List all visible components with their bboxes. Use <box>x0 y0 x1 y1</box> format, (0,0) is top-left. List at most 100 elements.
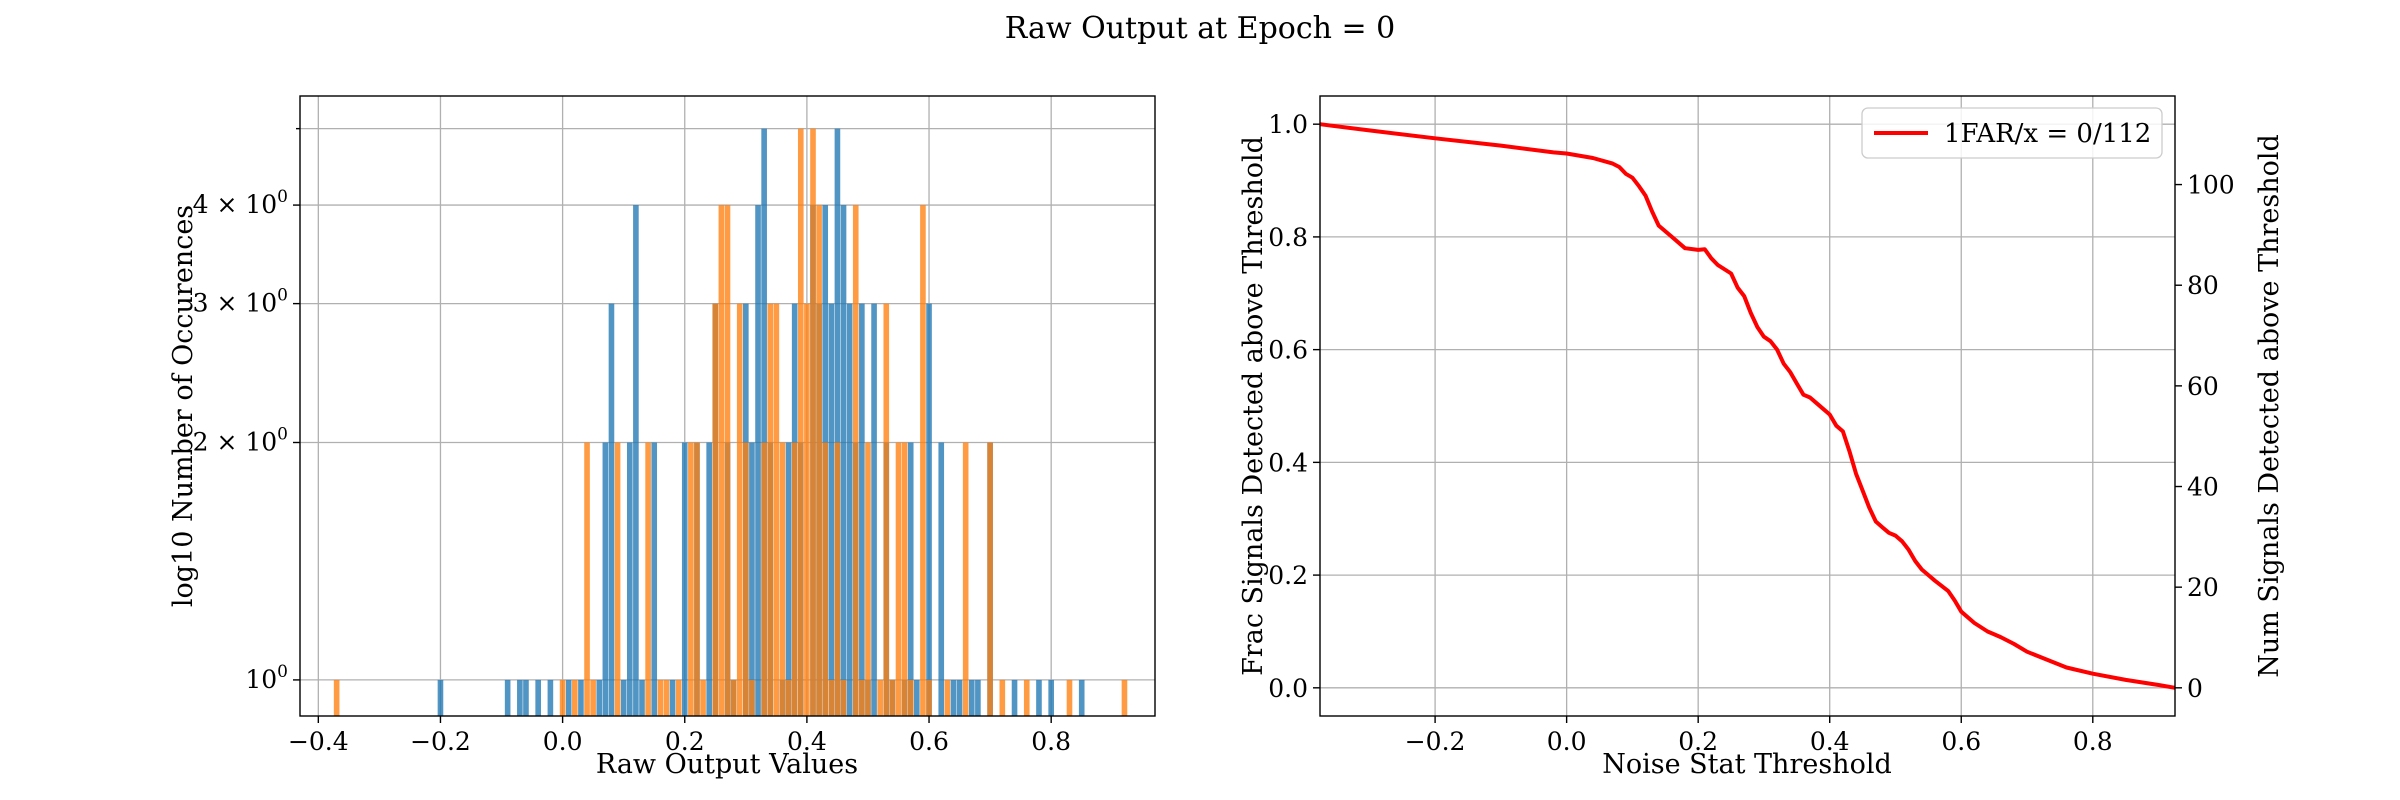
histogram-bar-blue <box>523 679 529 716</box>
histogram-bar-blue <box>535 679 541 716</box>
histogram-bar-orange <box>828 679 835 716</box>
detection-x-tick-label: 0.0 <box>1547 727 1587 756</box>
detection-y-tick-label: 0.2 <box>1268 561 1308 590</box>
detection-frame <box>1319 95 2176 717</box>
detection-x-tick-label: 0.4 <box>1810 727 1850 756</box>
histogram-bar-orange <box>694 442 700 716</box>
histogram-x-label: Raw Output Values <box>596 749 858 780</box>
detection-x-label: Noise Stat Threshold <box>1602 749 1892 780</box>
histogram-bar-blue <box>517 679 523 716</box>
detection-y2-tick-label: 20 <box>2187 573 2219 602</box>
histogram-bar-blue <box>938 442 945 716</box>
histogram-bar-blue <box>828 303 835 716</box>
histogram-bar-orange <box>724 205 731 716</box>
histogram-bar-blue <box>626 442 633 716</box>
histogram-bar-orange <box>895 442 902 716</box>
histogram-bar-blue <box>633 205 639 716</box>
histogram-bar-orange <box>883 303 890 716</box>
histogram-axes: −0.4 −0.2 0.0 0.2 0.4 0.6 0.8 100 2 × 100 3 × 10… <box>168 95 1156 780</box>
histogram-bar-blue <box>578 679 584 716</box>
histogram-bar-blue <box>681 442 688 716</box>
detection-y-tick-label: 0.8 <box>1268 223 1308 252</box>
histogram-bar-blue <box>547 679 554 716</box>
histogram-y-tick-label: 2 × 100 <box>193 424 288 456</box>
histogram-bar-blue <box>907 442 914 716</box>
histogram-bar-orange <box>926 679 932 716</box>
histogram-bar-blue <box>602 442 609 716</box>
histogram-frame <box>299 95 1156 717</box>
histogram-bar-blue <box>1078 679 1085 716</box>
histogram-bar-orange <box>962 442 969 716</box>
detection-y-tick-label: 0.6 <box>1268 336 1308 365</box>
histogram-bar-orange <box>614 442 621 716</box>
detection-y2-tick-label: 0 <box>2187 674 2203 703</box>
histogram-bar-orange <box>749 679 755 716</box>
histogram-bar-orange <box>852 205 859 716</box>
histogram-bar-orange <box>743 442 749 716</box>
detection-line <box>1319 122 2176 690</box>
detection-y-label-left: Frac Signals Detected above Threshold <box>1238 136 1269 676</box>
histogram-bar-blue <box>706 442 712 716</box>
histogram-bar-orange <box>859 679 865 716</box>
histogram-bar-blue <box>669 679 676 716</box>
histogram-bar-orange <box>700 679 706 716</box>
histogram-bar-orange <box>584 442 590 716</box>
histogram-bar-blue <box>651 442 658 716</box>
histogram-bar-orange <box>834 442 841 716</box>
histogram-bar-blue <box>1011 679 1018 716</box>
histogram-bars <box>333 128 1128 716</box>
detection-x-ticks: −0.2 0.0 0.2 0.4 0.6 0.8 <box>1405 716 2113 756</box>
histogram-bar-orange <box>761 442 767 716</box>
histogram-bar-orange <box>645 442 651 716</box>
histogram-bar-orange <box>572 679 578 716</box>
histogram-bar-blue <box>968 679 975 716</box>
histogram-bar-orange <box>920 205 926 716</box>
histogram-bar-orange <box>804 303 810 716</box>
histogram-bar-orange <box>840 679 847 716</box>
histogram-bar-blue <box>437 679 444 716</box>
histogram-bar-orange <box>736 303 743 716</box>
histogram-bar-orange <box>944 679 951 716</box>
histogram-bar-blue <box>950 679 957 716</box>
detection-x-tick-label: 0.6 <box>1941 727 1981 756</box>
histogram-bar-orange <box>816 205 822 716</box>
histogram-x-tick-label: 0.8 <box>1031 727 1071 756</box>
legend-label: 1FAR/x = 0/112 <box>1944 119 2151 149</box>
histogram-y-tick-label: 3 × 100 <box>193 286 288 318</box>
detection-y-tick-label: 0.4 <box>1268 448 1308 477</box>
histogram-bar-orange <box>675 679 682 716</box>
histogram-bar-orange <box>987 442 993 716</box>
histogram-x-tick-label: 0.0 <box>543 727 583 756</box>
detection-y2-tick-label: 100 <box>2187 171 2235 200</box>
histogram-bar-orange <box>889 679 896 716</box>
histogram-x-tick-label: 0.6 <box>909 727 949 756</box>
histogram-bar-blue <box>871 303 877 716</box>
detection-grid <box>1320 96 2175 716</box>
histogram-bar-orange <box>810 128 816 716</box>
histogram-bar-orange <box>730 679 737 716</box>
histogram-bar-blue <box>846 303 853 716</box>
detection-y-tick-label: 1.0 <box>1268 110 1308 139</box>
detection-y-label-right: Num Signals Detected above Threshold <box>2254 134 2285 678</box>
histogram-bar-orange <box>657 679 664 716</box>
detection-axes: −0.2 0.0 0.2 0.4 0.6 0.8 0.0 0.2 0.4 0.6 0.8 1.0 0… <box>1238 95 2285 780</box>
histogram-bar-orange <box>773 303 780 716</box>
histogram-bar-orange <box>791 442 798 716</box>
histogram-bar-blue <box>956 679 963 716</box>
detection-x-tick-label: −0.2 <box>1405 727 1466 756</box>
histogram-bar-orange <box>877 679 883 716</box>
histogram-bar-blue <box>749 442 755 716</box>
histogram-bar-blue <box>1036 679 1042 716</box>
histogram-bar-blue <box>565 679 572 716</box>
detection-y2-tick-label: 80 <box>2187 271 2219 300</box>
detection-x-tick-label: 0.2 <box>1678 727 1718 756</box>
histogram-bar-orange <box>1066 679 1073 716</box>
histogram-bar-orange <box>822 442 829 716</box>
detection-line-group <box>1319 122 2176 690</box>
figure-title: Raw Output at Epoch = 0 <box>1005 11 1396 46</box>
histogram-bar-blue <box>504 679 511 716</box>
histogram-bar-blue <box>639 679 645 716</box>
histogram-x-tick-label: −0.2 <box>410 727 471 756</box>
legend: 1FAR/x = 0/112 <box>1861 107 2163 159</box>
